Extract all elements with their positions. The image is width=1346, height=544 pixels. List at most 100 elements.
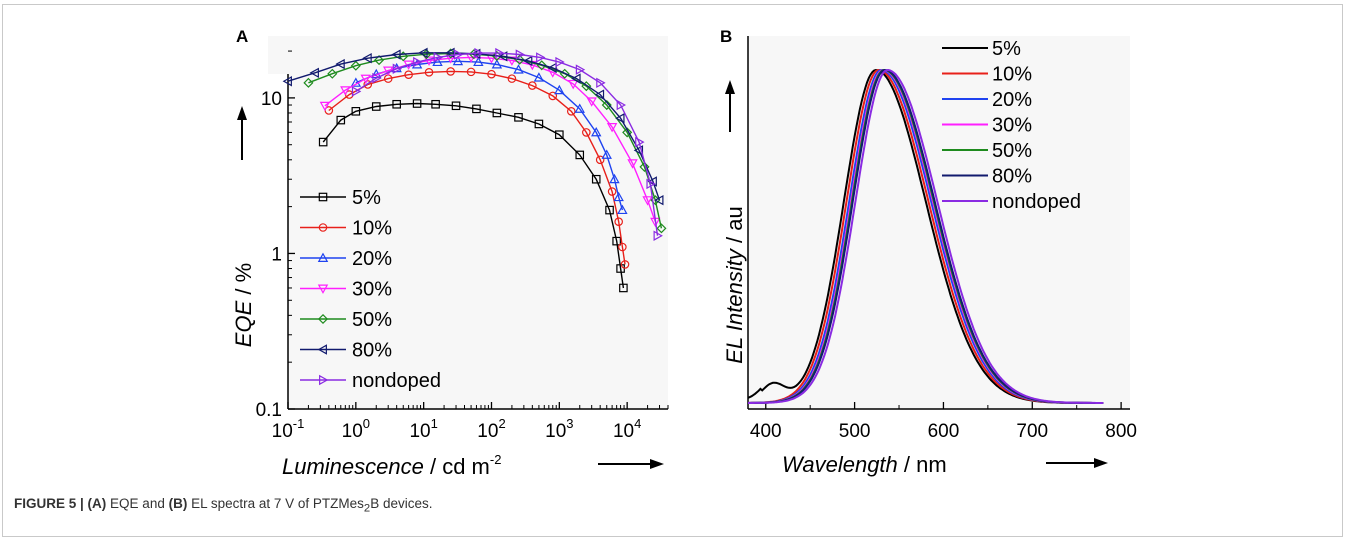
panel-a-legend-entry: 20% xyxy=(300,248,392,270)
panel-a-plot-background-top-left xyxy=(268,36,289,74)
panel-a-series xyxy=(282,47,667,293)
panel-b-legend-entry: 20% xyxy=(942,89,1032,111)
panel-a-series-line xyxy=(324,56,656,222)
panel-a-legend-entry: nondoped xyxy=(300,370,441,392)
panel-a-legend: 5% 10% 20% 30% 50% 80% nondoped xyxy=(300,187,441,392)
panel-a-y-axis-label: EQE / % xyxy=(231,263,256,347)
panel-a-legend-marker xyxy=(318,192,328,202)
panel-a-data-point xyxy=(487,69,496,79)
panel-a-x-axis-label: Luminescence / cd m-2 xyxy=(282,452,501,479)
panel-a-data-point xyxy=(609,173,620,184)
panel-a-data-point xyxy=(595,155,605,165)
panel-a-data-point xyxy=(647,176,657,187)
panel-a-data-point xyxy=(639,161,650,172)
panel-a-legend-entry: 5% xyxy=(300,187,381,209)
panel-a-data-point xyxy=(336,115,346,125)
caption-subscript: 2 xyxy=(363,502,371,515)
caption-part-a-label: (A) xyxy=(87,496,107,511)
caption-figure-label: FIGURE 5 | xyxy=(14,496,88,511)
panel-a-data-point xyxy=(522,55,533,67)
panel-a-data-point xyxy=(473,56,484,67)
panel-a-y-tick-label: 1 xyxy=(271,244,282,265)
panel-a-data-point xyxy=(318,137,328,147)
panel-a-data-point xyxy=(340,86,351,96)
panel-a-x-tick-label: 10-1 xyxy=(272,416,305,442)
panel-a-data-point xyxy=(433,52,443,63)
panel-a-data-point xyxy=(374,55,385,66)
panel-a-data-point xyxy=(567,79,579,90)
panel-b-xlabel-italic: Wavelength xyxy=(782,452,898,477)
panel-a-data-point xyxy=(466,67,476,77)
panel-a-data-point xyxy=(654,194,664,206)
caption-part-b-text: EL spectra at 7 V of PTZMes xyxy=(187,496,364,511)
panel-a-data-point xyxy=(596,77,606,89)
panel-a-data-point xyxy=(363,80,373,89)
panel-a-series-line xyxy=(287,52,661,201)
panel-a-x-tick-label: 103 xyxy=(545,416,573,442)
panel-a-data-point xyxy=(282,76,292,87)
panel-a-data-point xyxy=(423,56,435,66)
panel-a-data-point xyxy=(432,56,443,67)
panel-b-legend-label: 10% xyxy=(992,64,1032,86)
panel-b-x-tick-label: 700 xyxy=(1016,421,1048,442)
panel-a-y-tick-label: 10 xyxy=(261,89,282,110)
panel-a-xlabel-italic: Luminescence xyxy=(282,454,424,479)
panel-b-xlabel-unit: / nm xyxy=(898,452,947,477)
panel-a-y-arrow xyxy=(237,106,247,160)
panel-a-data-point xyxy=(607,187,617,196)
panel-a-data-point xyxy=(495,47,505,59)
panel-a-data-point xyxy=(424,68,434,77)
panel-a-data-point xyxy=(536,52,546,63)
panel-a-data-point xyxy=(646,178,656,190)
panel-a-data-point xyxy=(601,99,612,111)
panel-a-data-point xyxy=(547,62,557,74)
panel-a-data-point xyxy=(555,56,565,68)
panel-a-x-tick-label: 100 xyxy=(342,416,370,442)
panel-a-data-point xyxy=(615,113,625,124)
panel-b-x-tick-label: 600 xyxy=(928,421,960,442)
panel-a-series-3 xyxy=(319,53,661,228)
panel-a-letter: A xyxy=(236,27,248,46)
panel-a-data-point xyxy=(491,59,503,69)
panel-b-y-axis-label: EL Intensity / au xyxy=(722,206,747,363)
panel-b-legend-entry: 10% xyxy=(942,64,1032,86)
panel-b-series xyxy=(747,68,1104,404)
panel-b-legend-entry: nondoped xyxy=(942,191,1081,213)
panel-a-legend-label: 20% xyxy=(352,248,392,270)
panel-b-legend-label: 80% xyxy=(992,166,1032,188)
panel-a-data-point xyxy=(351,107,361,116)
panel-a-data-point xyxy=(528,81,537,90)
panel-a-data-point xyxy=(452,55,464,66)
panel-a-legend-marker xyxy=(317,284,329,294)
panel-a-data-point xyxy=(498,51,508,62)
panel-b-letter: B xyxy=(720,27,732,46)
panel-a-data-point xyxy=(612,236,621,246)
panel-b-legend-label: nondoped xyxy=(992,191,1081,213)
panel-a-legend-marker xyxy=(318,223,328,232)
panel-a-series-6 xyxy=(351,47,663,241)
panel-a-ylabel-italic: EQE xyxy=(231,300,256,347)
panel-a-legend-entry: 10% xyxy=(300,218,392,240)
panel-b-x-arrow xyxy=(1046,458,1108,468)
panel-a-data-point xyxy=(360,74,371,85)
panel-a-axes: 10-1 100 101 102 103 104 0.1 1 10 xyxy=(256,50,669,442)
panel-a-data-point xyxy=(404,70,413,79)
panel-a-data-point xyxy=(619,283,628,293)
panel-a-data-point xyxy=(372,72,382,84)
panel-a-data-point xyxy=(627,159,638,169)
panel-a-data-point xyxy=(601,149,612,159)
panel-a-data-point xyxy=(411,59,423,69)
panel-a-data-point xyxy=(309,67,319,79)
panel-a-data-point xyxy=(453,49,464,60)
panel-a-data-point xyxy=(606,123,618,133)
panel-a-data-point xyxy=(594,89,605,100)
panel-a-data-point xyxy=(335,58,345,70)
panel-b-axes: 400 500 600 700 800 xyxy=(747,36,1137,442)
panel-a-data-point xyxy=(555,130,564,139)
panel-a-data-point xyxy=(586,97,597,107)
panel-a-data-point xyxy=(362,52,372,64)
panel-a-data-point xyxy=(472,104,481,114)
panel-a-data-point xyxy=(566,107,576,116)
panel-a-y-tick-label: 0.1 xyxy=(256,400,282,421)
caption-suffix: B devices. xyxy=(370,496,433,511)
